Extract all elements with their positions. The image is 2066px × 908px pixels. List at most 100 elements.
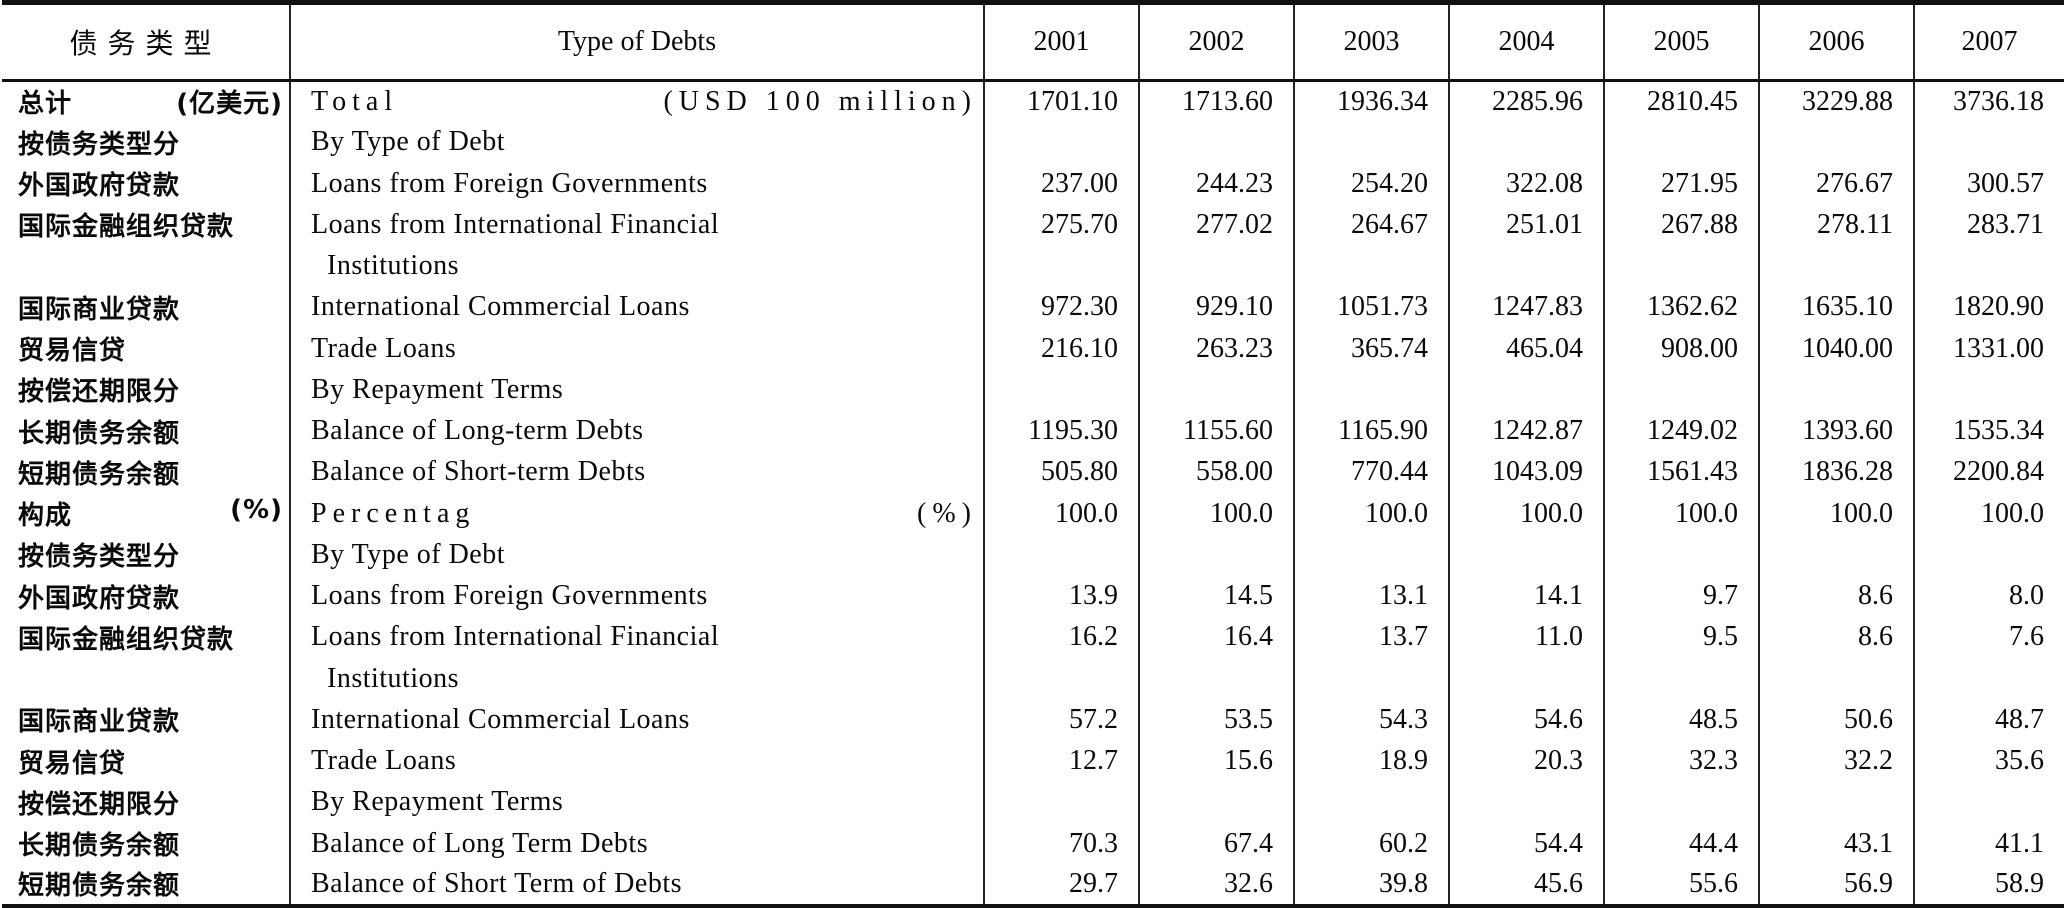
value-cell-2007: 7.6 <box>1913 616 2064 658</box>
value-cell-2003: 13.7 <box>1293 616 1449 658</box>
header-year-2006: 2006 <box>1758 0 1914 82</box>
value-cell-2005: 271.95 <box>1603 163 1759 205</box>
value-cell-2007 <box>1913 658 2064 700</box>
value-cell-2006: 50.6 <box>1758 699 1914 741</box>
table-body: 总计 (亿美元) Total (USD 100 million) 1701.10 1713… <box>2 80 2064 908</box>
table-row: 构成 (%) Percentag (%) 100.0 100.0 100.0 100.0 100… <box>2 493 2064 535</box>
value-cell-2005 <box>1603 245 1759 287</box>
value-cell-2004: 20.3 <box>1448 740 1604 782</box>
value-cell-2002: 32.6 <box>1138 864 1294 908</box>
row-label-cn: 短期债务余额 <box>2 451 291 493</box>
row-label-en: Institutions <box>290 658 985 700</box>
value-cell-2001 <box>984 369 1139 410</box>
value-cell-2003: 770.44 <box>1293 451 1449 493</box>
value-cell-2005 <box>1603 121 1759 163</box>
value-cell-2001: 12.7 <box>1069 745 1118 777</box>
row-label-en: Loans from Foreign Governments <box>290 163 985 205</box>
value-cell-2007: 1820.90 <box>1913 286 2064 328</box>
header-year-2002: 2002 <box>1138 0 1294 82</box>
value-cell-2002 <box>1138 121 1294 163</box>
row-label-cn: 长期债务余额 <box>2 410 291 452</box>
table-row: 国际金融组织贷款 Loans from International Financi… <box>2 204 2064 246</box>
value-cell-2006: 1040.00 <box>1758 328 1914 370</box>
value-cell-2007 <box>1913 369 2064 411</box>
table-row: Institutions <box>2 245 2064 287</box>
row-label-cn: 短期债务余额 <box>2 864 291 908</box>
table-row: 国际商业贷款 International Commercial Loans 57.2… <box>2 699 2064 741</box>
value-cell-2002 <box>1138 245 1294 287</box>
value-cell-2001 <box>984 534 1139 575</box>
value-cell-2004: 45.6 <box>1448 864 1604 908</box>
row-label-cn-text: 构成 <box>18 501 73 532</box>
value-cell-2002: 53.5 <box>1138 699 1294 741</box>
value-cell-2003: 1936.34 <box>1293 80 1449 122</box>
value-cell-2003 <box>1293 121 1449 163</box>
value-cell-2001: 505.80 <box>1041 456 1118 488</box>
value-cell-2002: 1713.60 <box>1138 80 1294 122</box>
value-cell-2001: 216.10 <box>1041 332 1118 364</box>
row-label-en: Trade Loans <box>290 740 985 782</box>
value-cell-2006 <box>1758 658 1914 700</box>
value-cell-2001 <box>984 782 1139 823</box>
row-label-en: Percentag (%) <box>290 493 985 535</box>
value-cell-2002: 67.4 <box>1138 823 1294 865</box>
row-label-en: Trade Loans <box>290 328 985 370</box>
value-cell-2002: 1155.60 <box>1138 410 1294 452</box>
value-cell-2003: 100.0 <box>1293 493 1449 535</box>
row-label-en: Balance of Long Term Debts <box>290 823 985 865</box>
row-label-en: Balance of Short Term of Debts <box>290 864 985 908</box>
row-label-cn: 贸易信贷 <box>2 328 291 370</box>
row-label-en: By Type of Debt <box>290 121 985 163</box>
value-cell-2004 <box>1448 658 1604 700</box>
row-label-en: By Repayment Terms <box>290 781 985 823</box>
value-cell-2006: 3229.88 <box>1758 80 1914 122</box>
value-cell-2006 <box>1758 369 1914 411</box>
value-cell-2007 <box>1913 534 2064 576</box>
value-cell-2003: 254.20 <box>1293 163 1449 205</box>
value-cell-2006: 8.6 <box>1758 575 1914 617</box>
header-row: 债务类型 Type of Debts 2001 2002 2003 2004 2… <box>2 0 2064 82</box>
value-cell-2007: 300.57 <box>1913 163 2064 205</box>
value-cell-2004 <box>1448 369 1604 411</box>
value-cell-2007: 283.71 <box>1913 204 2064 246</box>
value-cell-2004 <box>1448 781 1604 823</box>
row-label-cn: 按偿还期限分 <box>2 781 291 823</box>
value-cell-2004: 1242.87 <box>1448 410 1604 452</box>
value-cell-2007 <box>1913 121 2064 163</box>
value-cell-2007: 58.9 <box>1913 864 2064 908</box>
value-cell-2006: 8.6 <box>1758 616 1914 658</box>
row-label-cn: 总计 (亿美元) <box>2 80 291 122</box>
value-cell-2004 <box>1448 245 1604 287</box>
row-label-en: International Commercial Loans <box>290 286 985 328</box>
row-label-en: Balance of Long-term Debts <box>290 410 985 452</box>
value-cell-2005: 100.0 <box>1603 493 1759 535</box>
value-cell-2007: 2200.84 <box>1913 451 2064 493</box>
header-year-2001: 2001 <box>983 0 1139 82</box>
value-cell-2003: 18.9 <box>1293 740 1449 782</box>
value-cell-2007: 100.0 <box>1913 493 2064 535</box>
header-type-cn: 债务类型 <box>2 0 290 82</box>
value-cell-2002 <box>1138 658 1294 700</box>
value-cell-2006: 56.9 <box>1758 864 1914 908</box>
value-cell-2005 <box>1603 781 1759 823</box>
row-label-en: By Type of Debt <box>290 534 985 576</box>
row-label-en: Balance of Short-term Debts <box>290 451 985 493</box>
value-cell-2006: 32.2 <box>1758 740 1914 782</box>
value-cell-2004 <box>1448 534 1604 576</box>
value-cell-2002: 929.10 <box>1138 286 1294 328</box>
table-row: 贸易信贷 Trade Loans 12.7 15.6 18.9 20.3 32.3 32.2 3… <box>2 740 2064 782</box>
value-cell-2005: 9.7 <box>1603 575 1759 617</box>
value-cell-2001: 275.70 <box>1041 208 1118 240</box>
value-cell-2007: 48.7 <box>1913 699 2064 741</box>
value-cell-2002: 558.00 <box>1138 451 1294 493</box>
value-cell-2005: 48.5 <box>1603 699 1759 741</box>
row-label-cn: 按偿还期限分 <box>2 369 291 411</box>
value-cell-2005: 1362.62 <box>1603 286 1759 328</box>
value-cell-2007: 1331.00 <box>1913 328 2064 370</box>
header-year-2003: 2003 <box>1293 0 1449 82</box>
value-cell-2007: 8.0 <box>1913 575 2064 617</box>
value-cell-2004: 251.01 <box>1448 204 1604 246</box>
row-label-en: Loans from International Financial <box>290 204 985 246</box>
value-cell-2006: 100.0 <box>1758 493 1914 535</box>
value-cell-2007 <box>1913 781 2064 823</box>
